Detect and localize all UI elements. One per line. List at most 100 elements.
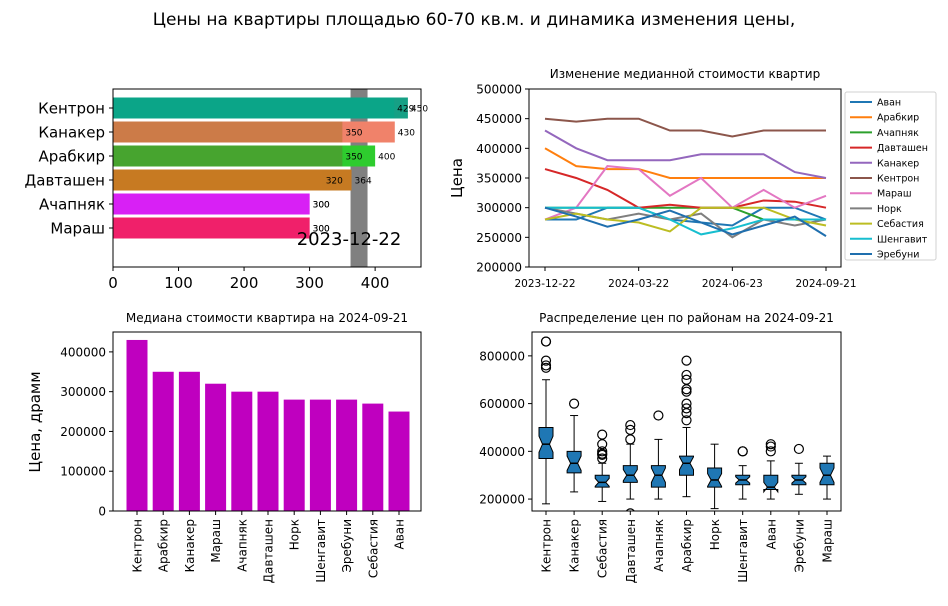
x-tick-label: Канакер xyxy=(183,519,197,572)
x-tick-label: 200 xyxy=(230,274,259,292)
x-tick-label: Аван xyxy=(764,519,778,549)
x-tick-label: Себастия xyxy=(596,519,610,578)
y-tick-label: 0 xyxy=(98,505,106,519)
x-tick-label: Мараш xyxy=(209,519,223,563)
axes-frame xyxy=(528,88,842,268)
box-body xyxy=(819,462,835,486)
box-body xyxy=(538,426,554,459)
legend-label: Ачапняк xyxy=(877,128,919,139)
axes-frame xyxy=(112,88,422,268)
box-Мараш xyxy=(819,455,835,500)
y-axis-label: Цена, драмм xyxy=(26,371,44,472)
legend-label: Шенгавит xyxy=(877,234,928,245)
outlier-point xyxy=(597,429,608,440)
series-line-Кентрон xyxy=(544,117,826,138)
bar xyxy=(309,399,331,511)
bar-back-label: 400 xyxy=(378,153,395,163)
box-Канакер xyxy=(566,398,582,493)
x-tick-label: Аван xyxy=(393,519,407,549)
x-tick-label: Норк xyxy=(708,519,722,550)
box-body xyxy=(763,474,779,494)
series-line-Эребуни xyxy=(544,206,827,237)
x-tick-label: 2023-12-22 xyxy=(514,278,575,290)
legend-label: Кентрон xyxy=(877,174,919,185)
series-line-Ачапняк xyxy=(545,206,826,221)
outlier-point xyxy=(540,360,552,371)
x-tick-label: Кентрон xyxy=(540,519,554,573)
bar-front xyxy=(113,145,343,167)
date-annotation: 2023-12-22 xyxy=(297,229,402,250)
series-line-Мараш xyxy=(544,165,827,221)
bar-front xyxy=(113,169,323,191)
box-Арабкир xyxy=(679,355,694,498)
box-Кентрон xyxy=(538,336,554,505)
y-tick-label: 400000 xyxy=(476,142,522,156)
legend-label: Аван xyxy=(877,98,901,109)
outlier-point xyxy=(625,434,636,445)
outlier-point xyxy=(653,410,664,421)
bar xyxy=(231,391,253,511)
legend-label: Себастия xyxy=(877,219,924,230)
legend: Аван Арабкир Ачапняк Давташен Канакер Кентрон… xyxy=(844,91,937,261)
y-tick-label: Кентрон xyxy=(38,100,105,118)
box-Аван xyxy=(763,439,779,500)
x-tick-label: Давташен xyxy=(262,519,276,583)
outlier-point xyxy=(625,419,636,431)
outlier-point xyxy=(540,336,552,347)
y-tick-label: Давташен xyxy=(25,172,105,190)
y-tick-label: 200000 xyxy=(479,493,525,507)
axes-frame xyxy=(112,331,422,512)
box-Эребуни xyxy=(791,443,807,495)
y-tick-label: 450000 xyxy=(476,112,522,126)
outlier-point xyxy=(625,424,636,435)
outlier-point xyxy=(597,446,608,457)
y-tick-label: 400000 xyxy=(60,345,106,359)
box-body xyxy=(707,467,723,488)
bar-front-label: 320 xyxy=(326,177,343,187)
outlier-point xyxy=(681,415,692,426)
legend-label: Норк xyxy=(877,204,902,215)
y-tick-label: 100000 xyxy=(60,465,106,479)
legend-label: Канакер xyxy=(877,158,919,169)
y-tick-label: 300000 xyxy=(60,385,106,399)
x-tick-label: Арабкир xyxy=(680,519,694,572)
y-tick-label: Мараш xyxy=(50,220,105,238)
outlier-point xyxy=(681,369,692,381)
bar-front xyxy=(113,97,395,119)
bar-front xyxy=(113,121,343,143)
x-tick-label: 2024-03-22 xyxy=(608,278,669,290)
outlier-point xyxy=(737,446,748,457)
chart-title: Распределение цен по районам на 2024-09-… xyxy=(539,311,834,325)
series-line-Себастия xyxy=(544,206,827,233)
bar xyxy=(152,371,174,511)
outlier-point xyxy=(597,453,608,464)
bar-back-label: 300 xyxy=(313,225,330,235)
x-tick-label: Арабкир xyxy=(157,519,171,572)
x-tick-label: Мараш xyxy=(821,519,835,563)
y-tick-label: 350000 xyxy=(476,172,522,186)
y-axis-label: Цена xyxy=(448,158,466,198)
bar xyxy=(283,399,305,511)
legend-box xyxy=(844,91,937,261)
x-tick-label: Шенгавит xyxy=(736,519,750,583)
box-Ачапняк xyxy=(650,410,666,500)
axes-frame xyxy=(531,331,842,512)
bar-back-label: 364 xyxy=(355,177,372,187)
bar-front-label: 429 xyxy=(397,105,414,115)
x-tick-label: 100 xyxy=(164,274,193,292)
series-line-Аван xyxy=(545,206,827,227)
panel-box-plot: Распределение цен по районам на 2024-09-… xyxy=(479,311,842,583)
x-tick-label: Норк xyxy=(288,519,302,550)
y-tick-label: 600000 xyxy=(479,397,525,411)
bar-front xyxy=(113,193,310,215)
y-tick-label: 200000 xyxy=(476,261,522,275)
x-tick-label: 300 xyxy=(295,274,324,292)
x-tick-label: Себастия xyxy=(366,519,380,578)
legend-label: Арабкир xyxy=(877,113,919,124)
box-body xyxy=(622,465,638,483)
box-Шенгавит xyxy=(735,446,751,500)
boxes xyxy=(538,336,835,511)
bar-front xyxy=(113,217,310,239)
